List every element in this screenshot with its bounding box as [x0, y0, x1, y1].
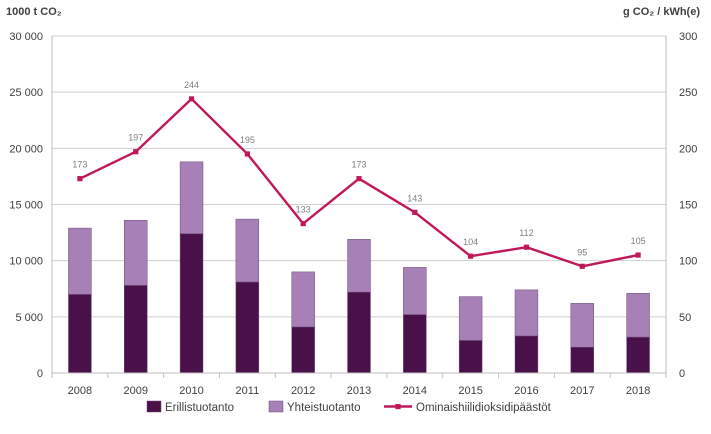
- y-right-tick-label: 100: [679, 256, 697, 268]
- bar-erillistuotanto: [179, 233, 204, 374]
- line-point: [133, 149, 139, 155]
- legend-erillistuotanto-label: Erillistuotanto: [165, 402, 234, 414]
- bar-yhteistuotanto: [570, 303, 594, 348]
- x-tick-label: 2013: [347, 385, 371, 397]
- x-tick-label: 2009: [123, 385, 147, 397]
- left-axis-unit: 1000 t CO₂: [6, 6, 62, 18]
- bar-erillistuotanto: [291, 326, 315, 374]
- data-label: 173: [72, 160, 87, 170]
- legend-ominaishiilidioksidipaastot-marker: [395, 404, 401, 410]
- bar-erillistuotanto: [403, 314, 427, 374]
- data-label: 173: [351, 160, 366, 170]
- bar-erillistuotanto: [124, 285, 148, 374]
- x-tick-label: 2014: [403, 385, 427, 397]
- y-left-tick-label: 10 000: [9, 256, 43, 268]
- line-point: [635, 252, 641, 258]
- bar-erillistuotanto: [458, 340, 483, 374]
- x-tick-label: 2008: [68, 385, 92, 397]
- bar-yhteistuotanto: [124, 219, 148, 286]
- y-right-tick-label: 0: [679, 368, 685, 380]
- bar-yhteistuotanto: [347, 239, 371, 293]
- legend-ominaishiilidioksidipaastot-label: Ominaishiilidioksidipäästöt: [416, 402, 552, 414]
- x-tick-label: 2011: [236, 385, 260, 397]
- bar-yhteistuotanto: [179, 161, 204, 234]
- bar-yhteistuotanto: [403, 267, 427, 315]
- data-label: 244: [184, 80, 199, 90]
- x-tick-label: 2016: [514, 385, 538, 397]
- y-left-tick-label: 20 000: [9, 143, 43, 155]
- bar-erillistuotanto: [347, 291, 371, 374]
- line-point: [523, 244, 530, 250]
- line-point: [412, 209, 418, 215]
- data-label: 104: [463, 237, 478, 247]
- line-series: 173 197 244 195 133 173 143 104 112 95 105: [72, 80, 646, 269]
- y-left-tick-label: 30 000: [9, 31, 43, 43]
- y-left-tick-label: 0: [37, 368, 43, 380]
- y-right-tick-label: 200: [679, 143, 697, 155]
- line-point: [244, 151, 250, 157]
- data-label: 133: [296, 205, 311, 215]
- x-tick-label: 2010: [179, 385, 203, 397]
- line-point: [188, 96, 195, 102]
- x-tick-label: 2018: [626, 385, 650, 397]
- x-tick-label: 2012: [291, 385, 315, 397]
- bar-erillistuotanto: [626, 336, 650, 374]
- data-label: 197: [128, 133, 143, 143]
- line-point: [356, 176, 362, 182]
- y-right-tick-label: 300: [679, 31, 697, 43]
- line-point: [300, 220, 306, 227]
- right-axis-unit: g CO₂ / kWh(e): [623, 6, 700, 18]
- y-left-tick-label: 15 000: [9, 200, 43, 212]
- x-tick-label: 2015: [458, 385, 482, 397]
- bar-yhteistuotanto: [235, 218, 260, 283]
- y-left-tick-label: 25 000: [9, 87, 43, 99]
- data-label: 195: [240, 135, 255, 145]
- line-point: [468, 253, 474, 259]
- bar-erillistuotanto: [68, 294, 92, 374]
- bar-yhteistuotanto: [458, 296, 483, 341]
- bar-yhteistuotanto: [626, 292, 650, 338]
- bars: [68, 161, 650, 374]
- x-tick-label: 2017: [570, 385, 594, 397]
- y-right-tick-label: 250: [679, 87, 697, 99]
- y-left-tick-label: 5 000: [15, 312, 43, 324]
- y-right-tick-label: 150: [679, 200, 697, 212]
- bar-yhteistuotanto: [514, 289, 539, 337]
- data-label: 143: [407, 193, 422, 203]
- y-right-tick-label: 50: [679, 312, 691, 324]
- data-label: 95: [577, 247, 587, 257]
- legend: Erillistuotanto Yhteistuotanto Ominaishiil…: [146, 400, 552, 414]
- legend-yhteistuotanto-label: Yhteistuotanto: [287, 402, 361, 414]
- bar-erillistuotanto: [235, 281, 260, 374]
- data-label: 112: [519, 228, 533, 238]
- legend-yhteistuotanto-swatch: [268, 400, 284, 413]
- bar-yhteistuotanto: [68, 227, 92, 295]
- bar-erillistuotanto: [514, 335, 539, 374]
- line-point: [579, 263, 585, 269]
- bar-erillistuotanto: [570, 346, 594, 374]
- data-label: 105: [631, 236, 646, 246]
- legend-erillistuotanto-swatch: [146, 400, 162, 413]
- line-point: [77, 176, 83, 182]
- bar-yhteistuotanto: [291, 271, 315, 328]
- axes: 0 0 5 000 50 10 000 100 15 000 150 20 000 200 25 0…: [9, 31, 697, 397]
